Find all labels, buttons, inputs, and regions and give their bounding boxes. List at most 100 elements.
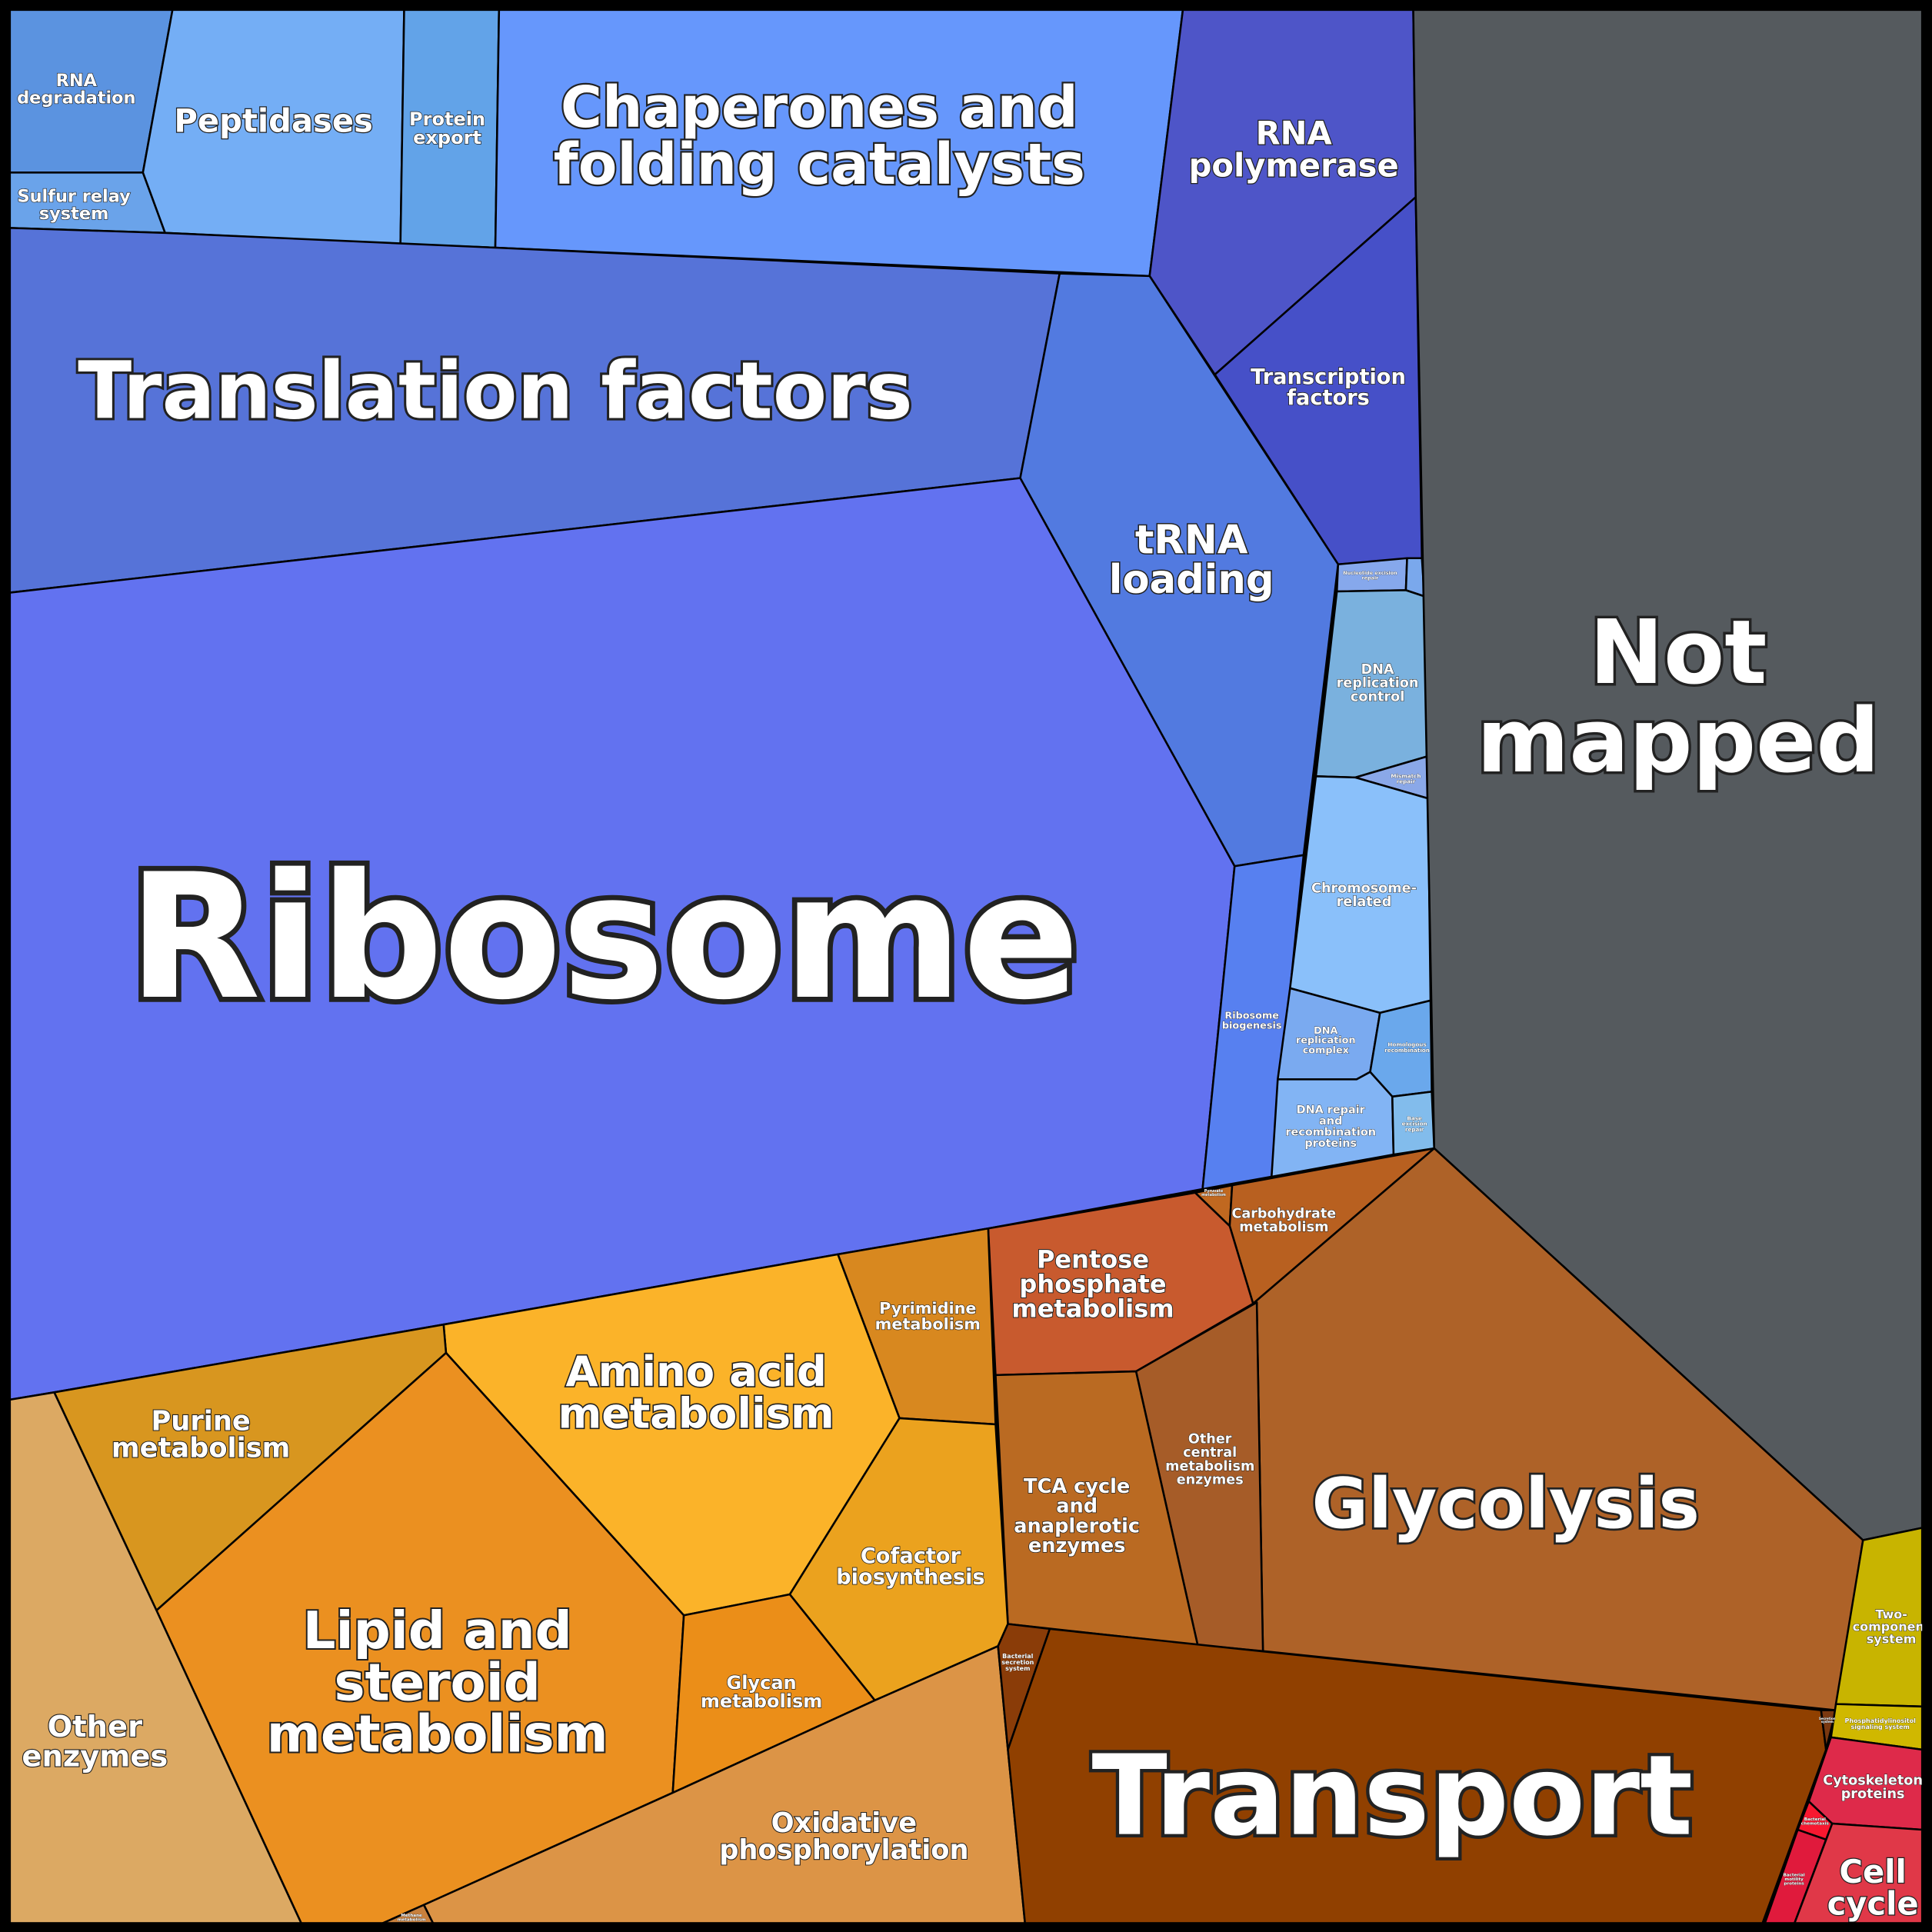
label-trna: tRNA loading <box>1109 518 1274 603</box>
label-line: Lipid and <box>303 1601 572 1661</box>
label-pentose: Pentose phosphate metabolism <box>1011 1245 1174 1324</box>
label-line: Nucleotide excision <box>1343 570 1397 576</box>
label-purine: Purine metabolism <box>112 1405 291 1464</box>
label-line: Pentose <box>1037 1245 1149 1274</box>
label-line: Homologous <box>1387 1041 1426 1048</box>
label-line: DNA <box>1314 1025 1337 1037</box>
label-pyrimidine: Pyrimidine metabolism <box>875 1299 981 1334</box>
label-line: control <box>1351 689 1404 705</box>
label-line: Bacterial <box>1002 1653 1034 1660</box>
label-rna-pol: RNA polymerase <box>1189 115 1399 185</box>
label-line: degradation <box>17 88 135 108</box>
label-line: Protein <box>409 108 485 130</box>
label-line: tRNA <box>1135 518 1248 564</box>
label-line: cycle <box>1827 1885 1919 1923</box>
label-line: Other <box>1188 1432 1232 1447</box>
label-line: Base <box>1407 1114 1422 1121</box>
label-tf: Transcription factors <box>1251 365 1406 410</box>
label-chromosome: Chromosome-related <box>1311 881 1417 910</box>
label-line: export <box>413 127 481 148</box>
label-line: repair <box>1362 575 1380 581</box>
label-tca: TCA cycle and anaplerotic enzymes <box>1014 1475 1140 1557</box>
label-line: metabolism <box>875 1315 981 1334</box>
label-line: component <box>1853 1619 1930 1634</box>
label-line: metabolism <box>1011 1294 1174 1324</box>
label-line: phosphate <box>1019 1270 1166 1299</box>
label-line: and <box>1056 1495 1098 1518</box>
label-line: central <box>1183 1445 1237 1461</box>
label-line: repair <box>1405 1126 1424 1133</box>
label-line: DNA <box>1361 662 1394 678</box>
label-line: biogenesis <box>1222 1020 1282 1031</box>
label-bact-secretion: Bacterial secretion system <box>1001 1653 1034 1672</box>
label-line: motility <box>1784 1877 1804 1882</box>
label-line: proteins <box>1841 1787 1905 1802</box>
label-line: enzymes <box>1028 1534 1126 1557</box>
label-amino: Amino acid metabolism <box>558 1347 834 1437</box>
label-carb: Carbohydrate metabolism <box>1231 1206 1336 1235</box>
label-peptidases: Peptidases <box>174 102 372 140</box>
label-line: steroid <box>335 1652 541 1712</box>
label-line: Amino acid <box>565 1347 826 1396</box>
label-line: metabolism <box>701 1690 822 1712</box>
label-line: folding catalysts <box>554 132 1085 198</box>
label-line: Peptidases <box>174 102 372 140</box>
label-line: system <box>1821 1720 1834 1724</box>
label-line: proteins <box>1784 1882 1804 1887</box>
label-line: Ribosome <box>128 837 1080 1038</box>
label-line: Two- <box>1875 1607 1907 1621</box>
label-line: metabolism <box>112 1433 291 1464</box>
label-line: loading <box>1109 557 1274 603</box>
label-line: polymerase <box>1189 146 1399 184</box>
label-not-mapped: Not mapped <box>1477 601 1880 793</box>
label-line: Pyruvate <box>1204 1189 1224 1194</box>
label-line: Transcription <box>1251 365 1406 389</box>
label-line: system <box>1867 1631 1917 1646</box>
label-protein-export: Protein export <box>409 108 485 148</box>
label-line: replication <box>1337 676 1419 691</box>
label-line: chemotaxis <box>1801 1822 1830 1827</box>
label-line: DNA repair <box>1297 1104 1366 1117</box>
label-line: phosphorylation <box>719 1834 968 1866</box>
label-cytoskeleton: Cytoskeleton proteins <box>1823 1773 1923 1802</box>
label-line: recombination <box>1285 1127 1376 1139</box>
label-other-central: Other central metabolism enzymes <box>1165 1432 1254 1488</box>
label-line: complex <box>1303 1044 1350 1056</box>
cell-secretion[interactable] <box>1820 1709 1837 1751</box>
label-ner: Nucleotide excision repair <box>1343 570 1397 581</box>
label-methane: Methane metabolism <box>398 1914 426 1923</box>
label-dna-repair: DNA repair and recombination proteins <box>1285 1104 1376 1150</box>
label-line: Cofactor <box>861 1544 961 1568</box>
label-transport: Transport <box>1091 1732 1693 1861</box>
label-ribosome: Ribosome <box>128 837 1080 1038</box>
label-line: Translation factors <box>78 346 913 438</box>
label-line: Glycolysis <box>1311 1464 1699 1544</box>
label-dna-rep-complex: DNA replication complex <box>1296 1025 1356 1057</box>
label-line: and <box>1319 1115 1342 1128</box>
label-two-comp: Two-component system <box>1853 1607 1930 1646</box>
label-line: metabolism <box>1165 1459 1254 1474</box>
label-line: Phosphatidylinositol <box>1845 1717 1917 1724</box>
label-line: metabolism <box>1201 1193 1226 1198</box>
label-line: Bacterial <box>1783 1873 1804 1877</box>
label-rna-deg: RNA degradation <box>17 71 135 108</box>
label-glycolysis: Glycolysis <box>1311 1464 1699 1544</box>
label-line: Glycan <box>726 1672 796 1694</box>
label-glycan: Glycan metabolism <box>701 1672 822 1712</box>
label-line: related <box>1337 894 1392 910</box>
label-line: signaling system <box>1851 1724 1910 1730</box>
label-homologous: Homologous recombination <box>1384 1041 1430 1054</box>
label-line: RNA <box>1256 115 1333 152</box>
label-line: system <box>39 204 109 224</box>
label-line: Oxidative <box>771 1807 918 1839</box>
label-ribo-biogenesis: Ribosome biogenesis <box>1222 1011 1282 1032</box>
label-translation: Translation factors <box>78 346 913 438</box>
label-line: Carbohydrate <box>1231 1206 1336 1221</box>
label-other-enzymes: Other enzymes <box>22 1710 168 1774</box>
label-line: metabolism <box>558 1389 834 1438</box>
label-line: excision <box>1402 1121 1427 1128</box>
label-line: replication <box>1296 1035 1356 1047</box>
label-chaperones: Chaperones and folding catalysts <box>554 75 1085 198</box>
label-line: enzymes <box>22 1739 168 1774</box>
